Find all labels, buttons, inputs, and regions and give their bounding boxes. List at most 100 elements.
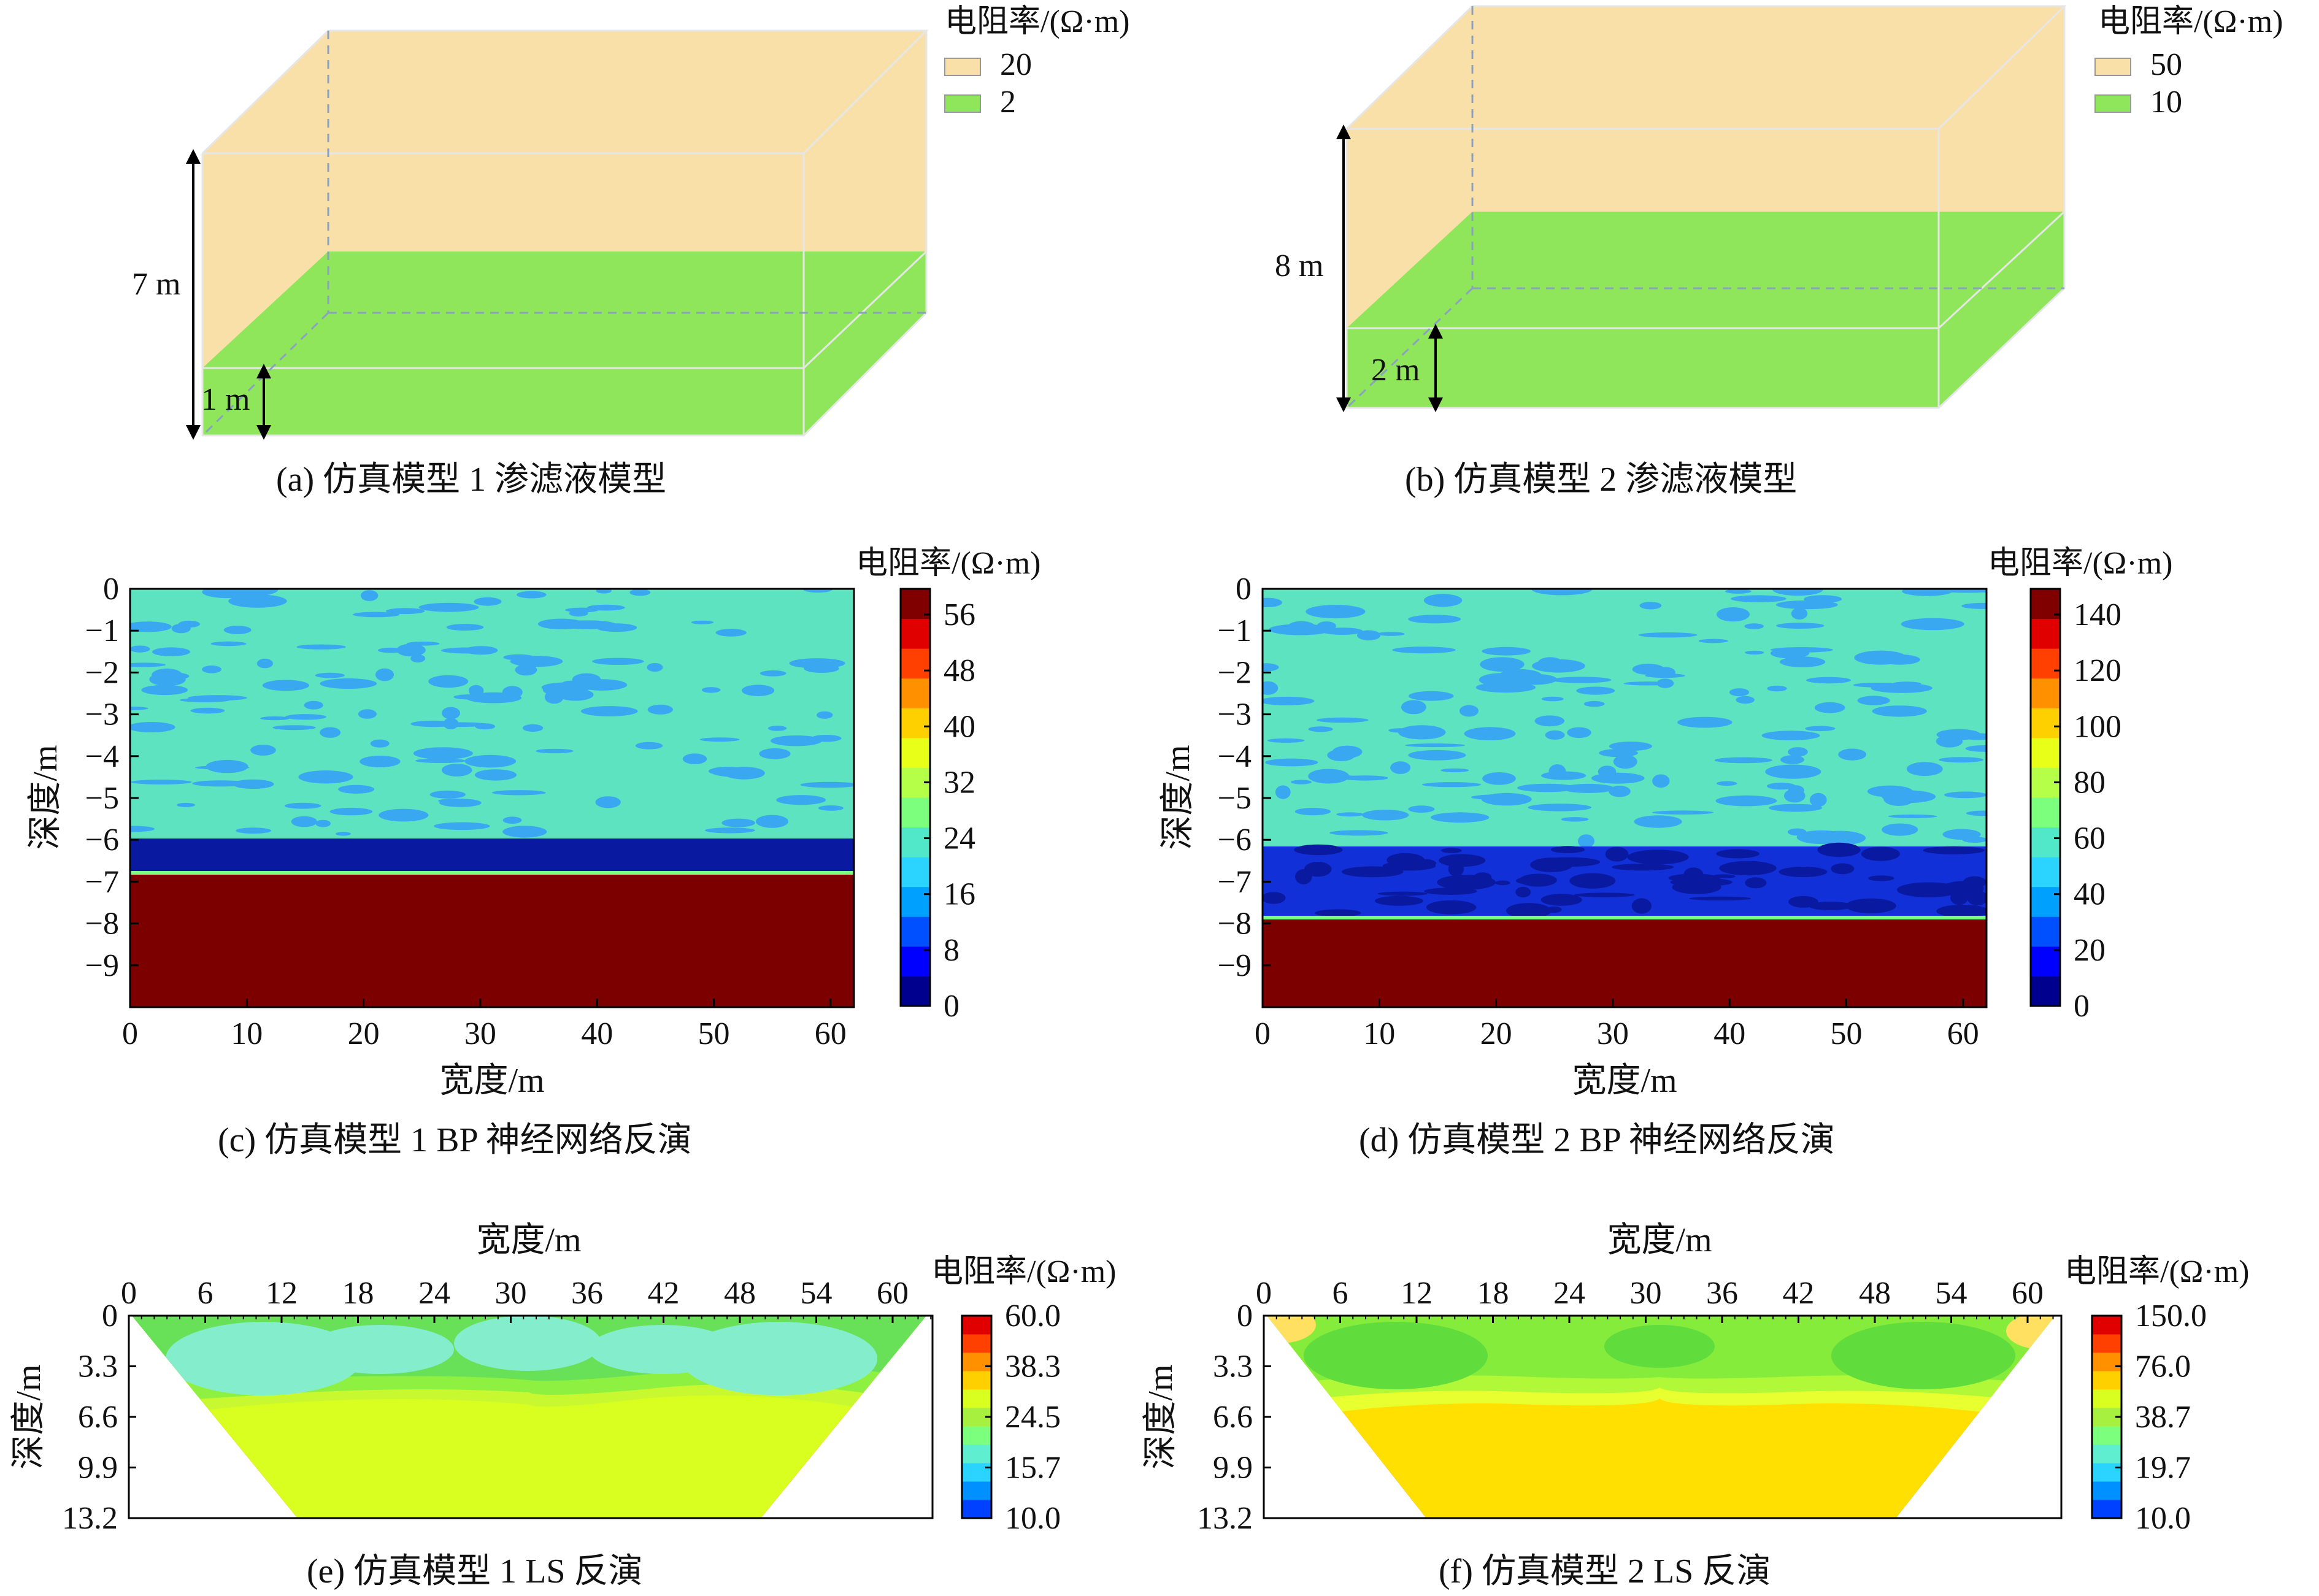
xtick-label: 48: [1859, 1276, 1891, 1311]
panel-f-cb-title: 电阻率/(Ω·m): [2064, 1254, 2250, 1289]
panel-b-dim-total: 8 m: [1275, 248, 1323, 283]
xtick-label: 10: [1363, 1016, 1395, 1051]
colorbar-tick-label: 140: [2074, 597, 2121, 632]
xtick-label: 54: [801, 1276, 833, 1311]
panel-b-legend-swatch-2: [2094, 94, 2131, 113]
ytick-label: −5: [85, 781, 119, 816]
xtick-label: 30: [495, 1276, 527, 1311]
xtick-label: 30: [464, 1016, 496, 1051]
panel-f-xlabel: 宽度/m: [1607, 1221, 1712, 1259]
panel-c-cb-title: 电阻率/(Ω·m): [856, 546, 1041, 581]
xtick-label: 48: [724, 1276, 756, 1311]
xtick-label: 18: [342, 1276, 374, 1311]
colorbar-tick-label: 76.0: [2135, 1349, 2191, 1384]
colorbar-tick-label: 8: [944, 933, 960, 968]
panel-d-cb-title: 电阻率/(Ω·m): [1988, 546, 2173, 581]
xtick-label: 10: [231, 1016, 263, 1051]
colorbar-tick-label: 32: [944, 765, 975, 800]
xtick-label: 20: [1480, 1016, 1512, 1051]
xtick-label: 60: [815, 1016, 847, 1051]
xtick-label: 42: [648, 1276, 680, 1311]
ytick-label: −8: [1218, 907, 1252, 942]
ytick-label: 0: [103, 572, 119, 607]
panel-d-caption: (d) 仿真模型 2 BP 神经网络反演: [1359, 1121, 1835, 1159]
colorbar-tick-label: 48: [944, 653, 975, 688]
panel-a-legend-label-1: 20: [1000, 47, 1032, 82]
xtick-label: 12: [266, 1276, 298, 1311]
xtick-label: 54: [1936, 1276, 1967, 1311]
colorbar-tick-label: 38.3: [1005, 1349, 1061, 1384]
xtick-label: 6: [198, 1276, 213, 1311]
xtick-label: 0: [1255, 1016, 1271, 1051]
panel-b-box: [1336, 5, 2067, 412]
xtick-label: 42: [1783, 1276, 1815, 1311]
panel-c-xlabel: 宽度/m: [439, 1062, 544, 1100]
colorbar-tick-label: 10.0: [2135, 1501, 2191, 1536]
colorbar-tick-label: 60: [2074, 821, 2106, 856]
panel-a-legend-label-2: 2: [1000, 85, 1016, 120]
ytick-label: 9.9: [1213, 1451, 1253, 1486]
xtick-label: 0: [122, 1016, 138, 1051]
ytick-label: −3: [85, 697, 119, 732]
ytick-label: −4: [85, 739, 119, 774]
xtick-label: 36: [1706, 1276, 1738, 1311]
panel-c-colorbar: 56 48 40 32 24 16 8 0: [899, 588, 975, 1024]
xtick-label: 60: [2012, 1276, 2044, 1311]
ytick-label: 0: [1237, 1299, 1253, 1333]
xtick-label: 40: [1713, 1016, 1745, 1051]
ytick-label: −6: [1218, 823, 1252, 857]
colorbar-tick-label: 120: [2074, 653, 2121, 688]
xtick-label: 24: [418, 1276, 450, 1311]
ytick-label: −1: [1218, 613, 1252, 648]
colorbar-tick-label: 24: [944, 821, 975, 856]
ytick-label: −9: [85, 948, 119, 983]
ytick-label: −8: [85, 907, 119, 942]
panel-b-legend-label-1: 50: [2150, 47, 2182, 82]
ytick-label: −4: [1218, 739, 1252, 774]
ytick-label: −1: [85, 613, 119, 648]
xtick-label: 40: [581, 1016, 613, 1051]
panel-c-ylabel: 深度/m: [26, 745, 64, 850]
xtick-label: 0: [1256, 1276, 1272, 1311]
ytick-label: −5: [1218, 781, 1252, 816]
panel-c-plot: 0−1−2−3−4−5−6−7−8−90 10 20 30 40 50 60: [85, 572, 855, 1051]
xtick-label: 20: [348, 1016, 380, 1051]
ytick-label: −9: [1218, 948, 1252, 983]
panel-d-ylabel: 深度/m: [1159, 745, 1197, 850]
colorbar-tick-label: 0: [2074, 989, 2090, 1024]
ytick-label: 3.3: [1213, 1349, 1253, 1384]
panel-e-cb-title: 电阻率/(Ω·m): [931, 1254, 1117, 1289]
panel-a-caption: (a) 仿真模型 1 渗滤液模型: [276, 461, 666, 499]
xtick-label: 12: [1401, 1276, 1433, 1311]
ytick-label: −2: [1218, 655, 1252, 690]
colorbar-tick-label: 40: [2074, 877, 2106, 912]
colorbar-tick-label: 100: [2074, 709, 2121, 744]
colorbar-tick-label: 56: [944, 597, 975, 632]
panel-c-caption: (c) 仿真模型 1 BP 神经网络反演: [218, 1121, 692, 1159]
panel-a-legend-title: 电阻率/(Ω·m): [945, 4, 1130, 39]
panel-e-xlabel: 宽度/m: [476, 1221, 581, 1259]
panel-e-plot: 0 3.3 6.6 9.9 13.2 0 6 12 18 24 30 36 42 48 54 60: [62, 1276, 934, 1536]
ytick-label: 13.2: [62, 1501, 118, 1536]
ytick-label: −7: [1218, 864, 1252, 899]
panel-f-ylabel: 深度/m: [1142, 1364, 1180, 1469]
colorbar-tick-label: 10.0: [1005, 1501, 1061, 1536]
panel-b-caption: (b) 仿真模型 2 渗滤液模型: [1405, 461, 1797, 499]
panel-b-legend-title: 电阻率/(Ω·m): [2098, 4, 2283, 39]
panel-f-colorbar: 150.0 76.0 38.7 19.7 10.0: [2091, 1299, 2207, 1536]
ytick-label: 9.9: [78, 1451, 118, 1486]
xtick-label: 50: [1831, 1016, 1863, 1051]
panel-d-xlabel: 宽度/m: [1572, 1062, 1677, 1100]
panel-b-legend-swatch-1: [2094, 58, 2131, 76]
panel-a-legend-swatch-2: [944, 94, 981, 113]
colorbar-tick-label: 150.0: [2135, 1299, 2207, 1333]
panel-d-colorbar: 140 120 100 80 60 40 20 0: [2029, 588, 2121, 1024]
xtick-label: 30: [1630, 1276, 1662, 1311]
panel-a-dim-total: 7 m: [132, 267, 180, 302]
panel-a-box: [186, 29, 929, 440]
panel-e-colorbar: 60.0 38.3 24.5 15.7 10.0: [961, 1299, 1061, 1536]
colorbar-tick-label: 0: [944, 989, 960, 1024]
ytick-label: −3: [1218, 697, 1252, 732]
panel-e-ylabel: 深度/m: [10, 1364, 48, 1469]
